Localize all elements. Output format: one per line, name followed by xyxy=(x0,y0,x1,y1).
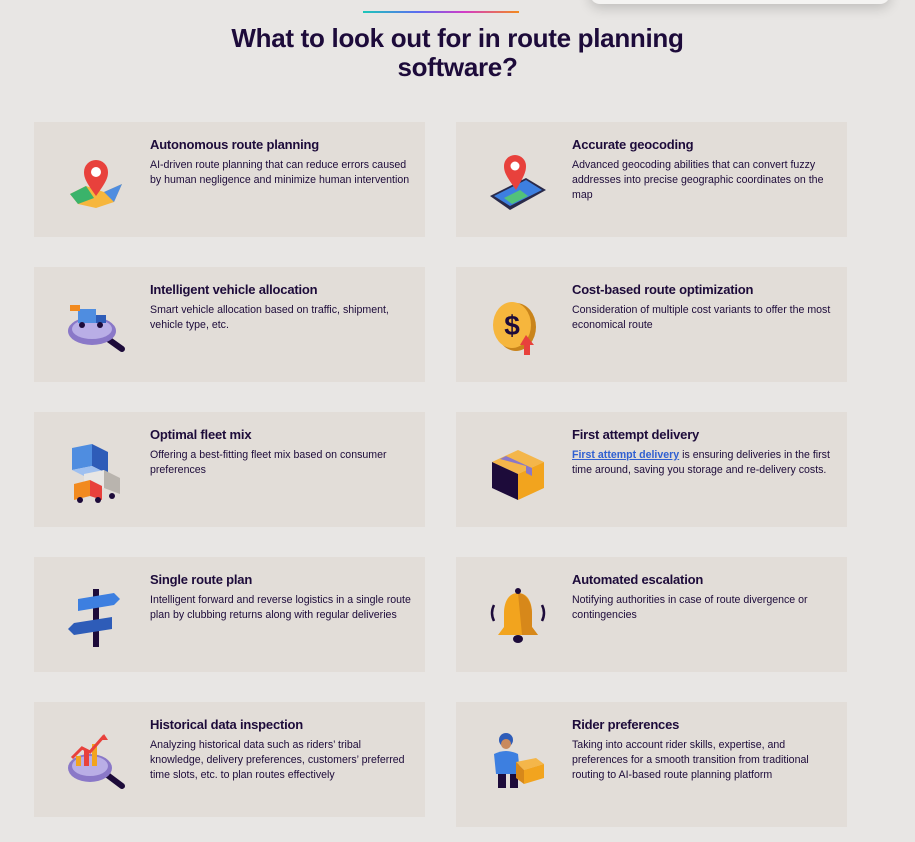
feature-card-accurate-geocoding: Accurate geocoding Advanced geocoding ab… xyxy=(456,122,847,237)
card-title: Automated escalation xyxy=(572,572,704,587)
svg-text:$: $ xyxy=(504,310,520,341)
truck-magnifier-icon xyxy=(64,295,128,359)
chart-magnifier-icon xyxy=(64,730,128,794)
card-title: Optimal fleet mix xyxy=(150,427,252,442)
card-title: Autonomous route planning xyxy=(150,137,320,152)
card-title: Intelligent vehicle allocation xyxy=(150,282,318,297)
bell-icon xyxy=(486,585,550,649)
feature-card-rider-preferences: Rider preferences Taking into account ri… xyxy=(456,702,847,827)
card-title: Cost-based route optimization xyxy=(572,282,754,297)
card-description: Taking into account rider skills, expert… xyxy=(572,739,809,781)
card-description: Consideration of multiple cost variants … xyxy=(572,304,831,331)
card-title: Single route plan xyxy=(150,572,253,587)
card-description: Smart vehicle allocation based on traffi… xyxy=(150,304,389,331)
card-description: First attempt delivery is ensuring deliv… xyxy=(572,448,835,478)
fleet-trucks-icon xyxy=(64,440,128,504)
card-title: Rider preferences xyxy=(572,717,680,732)
card-description: Offering a best-fitting fleet mix based … xyxy=(150,449,387,476)
card-title: Accurate geocoding xyxy=(572,137,694,152)
phone-map-pin-icon xyxy=(486,150,550,214)
title-accent-line xyxy=(363,11,519,13)
signpost-icon xyxy=(64,585,128,649)
dollar-coin-icon: $ xyxy=(486,295,550,359)
feature-card-intelligent-vehicle-allocation: Intelligent vehicle allocation Smart veh… xyxy=(34,267,425,382)
card-description-rest: is ensuring deliveries in the first time… xyxy=(572,449,830,476)
rider-icon xyxy=(486,730,550,794)
card-description: Advanced geocoding abilities that can co… xyxy=(572,159,824,201)
card-description: Intelligent forward and reverse logistic… xyxy=(150,594,411,621)
package-box-icon xyxy=(486,440,550,504)
card-description: Analyzing historical data such as riders… xyxy=(150,739,405,781)
feature-card-historical-data-inspection: Historical data inspection Analyzing his… xyxy=(34,702,425,817)
feature-card-single-route-plan: Single route plan Intelligent forward an… xyxy=(34,557,425,672)
map-pin-icon xyxy=(64,150,128,214)
feature-card-autonomous-route-planning: Autonomous route planning AI-driven rout… xyxy=(34,122,425,237)
card-title: First attempt delivery xyxy=(572,427,700,442)
feature-card-cost-based-route-optimization: $ Cost-based route optimization Consider… xyxy=(456,267,847,382)
card-title: Historical data inspection xyxy=(150,717,304,732)
feature-card-optimal-fleet-mix: Optimal fleet mix Offering a best-fittin… xyxy=(34,412,425,527)
feature-card-first-attempt-delivery: First attempt delivery First attempt del… xyxy=(456,412,847,527)
feature-card-automated-escalation: Automated escalation Notifying authoriti… xyxy=(456,557,847,672)
first-attempt-delivery-link[interactable]: First attempt delivery xyxy=(572,449,680,461)
page-title: What to look out for in route planning s… xyxy=(231,23,684,82)
card-description: Notifying authorities in case of route d… xyxy=(572,594,808,621)
card-description: AI-driven route planning that can reduce… xyxy=(150,159,410,186)
floating-panel-edge xyxy=(590,0,890,4)
